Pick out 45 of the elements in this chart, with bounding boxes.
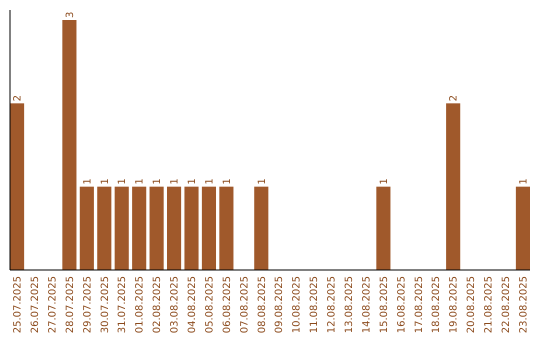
data-label: 1 — [152, 178, 164, 185]
x-tick-label: 11.08.2025 — [309, 276, 320, 334]
data-label: 1 — [187, 178, 198, 185]
data-label: 3 — [64, 12, 76, 18]
x-tick-label: 16.08.2025 — [396, 276, 408, 334]
data-label: 1 — [256, 178, 268, 185]
data-label: 1 — [82, 178, 94, 185]
data-label: 2 — [448, 94, 460, 102]
x-tick-label: 13.08.2025 — [344, 276, 355, 334]
data-label: 1 — [134, 178, 146, 185]
x-tick-label: 19.08.2025 — [448, 276, 460, 334]
x-tick-label: 05.08.2025 — [204, 276, 216, 334]
x-tick-label: 06.08.2025 — [222, 276, 233, 334]
x-tick-label: 10.08.2025 — [292, 276, 303, 334]
x-tick-label: 03.08.2025 — [170, 276, 181, 334]
x-tick-label: 01.08.2025 — [134, 276, 146, 334]
x-tick-label: 02.08.2025 — [152, 276, 164, 334]
x-tick-label: 26.07.2025 — [30, 276, 42, 334]
data-label: 1 — [117, 178, 128, 185]
x-tick-label: 27.07.2025 — [47, 276, 58, 334]
data-label: 1 — [170, 178, 181, 185]
x-tick-label: 18.08.2025 — [431, 276, 442, 334]
x-tick-label: 12.08.2025 — [326, 276, 338, 334]
x-tick-label: 23.08.2025 — [518, 276, 530, 334]
x-tick-label: 28.07.2025 — [64, 276, 76, 334]
x-tick-label: 04.08.2025 — [187, 276, 198, 334]
x-tick-label: 22.08.2025 — [500, 276, 512, 334]
data-label: 2 — [12, 94, 24, 102]
x-tick-label: 21.08.2025 — [484, 276, 495, 334]
x-tick-label: 14.08.2025 — [361, 276, 372, 334]
data-label: 1 — [204, 178, 216, 185]
x-tick-label: 08.08.2025 — [256, 276, 268, 334]
x-tick-label: 25.07.2025 — [12, 276, 24, 334]
data-label: 1 — [222, 178, 233, 185]
x-tick-label: 29.07.2025 — [82, 276, 94, 334]
x-tick-label: 17.08.2025 — [414, 276, 425, 334]
x-tick-label: 07.08.2025 — [239, 276, 250, 334]
x-tick-label: 09.08.2025 — [274, 276, 286, 334]
x-tick-label: 15.08.2025 — [378, 276, 390, 334]
x-tick-label: 31.07.2025 — [117, 276, 128, 334]
x-tick-label: 20.08.2025 — [466, 276, 478, 334]
x-tick-label: 30.07.2025 — [100, 276, 111, 334]
data-label: 1 — [378, 178, 390, 185]
data-label: 1 — [100, 178, 111, 185]
data-label: 1 — [518, 178, 530, 185]
